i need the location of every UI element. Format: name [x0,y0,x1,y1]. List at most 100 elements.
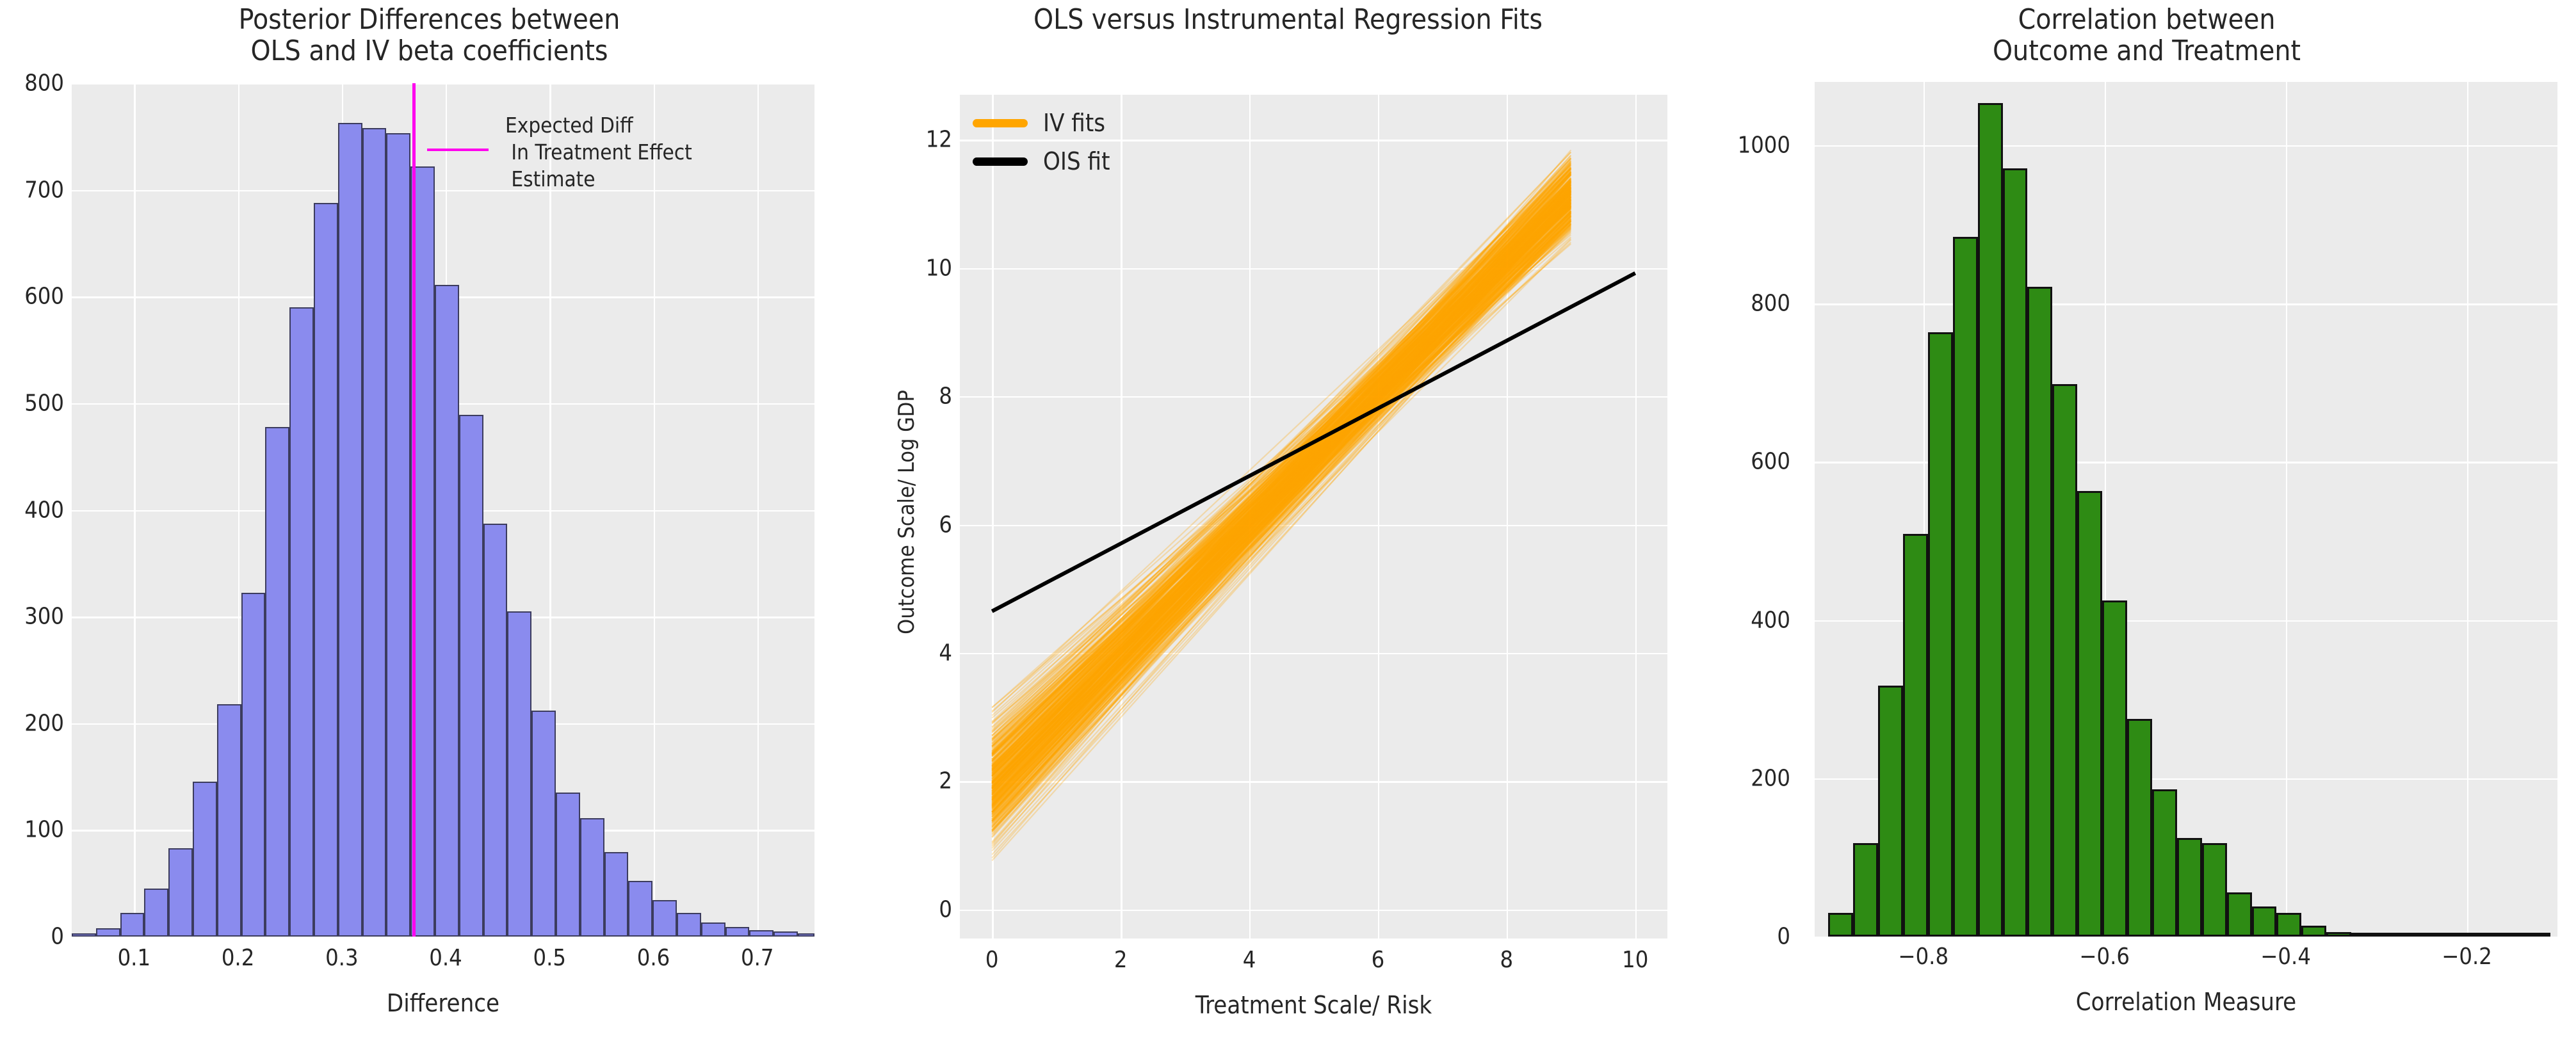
histogram-bar [483,524,508,937]
gridline-horizontal [960,396,1667,398]
gridline-vertical [1377,95,1380,938]
histogram-bar [1927,332,1953,937]
x-tick-label: −0.8 [1898,944,1949,970]
x-tick-label: 6 [1371,947,1385,973]
y-tick-label: 200 [24,710,64,737]
x-tick-label: 0.2 [221,945,255,971]
histogram-bar [337,122,362,937]
y-tick-label: 0 [51,923,64,950]
panel-1-title-line2: OLS and IV beta coefficients [250,35,608,68]
histogram-bar [2401,933,2426,937]
panel-2-x-tick-labels: 0 2 4 6 8 10 [960,947,1667,980]
panel-2-y-axis-label: Outcome Scale/ Log GDP [894,390,919,634]
y-tick-label: 400 [1751,607,1790,634]
panel-2-plot-area: IV fits OIS fit [960,95,1667,938]
histogram-bar [362,127,387,937]
regression-fit-lines [991,149,1637,862]
gridline-horizontal [1815,778,2557,780]
histogram-bar [265,426,290,937]
panel-2-title-line1: OLS versus Instrumental Regression Fits [1033,3,1543,36]
histogram-bar [652,900,677,937]
histogram-bar [458,415,483,937]
panel-ols-vs-iv-fits: OLS versus Instrumental Regression Fits … [859,0,1717,1039]
histogram-bar [72,933,96,937]
legend-key-expected-diff-line [427,149,489,151]
histogram-bar [2525,933,2551,937]
histogram-bar [314,202,338,937]
panel-2-x-axis-label: Treatment Scale/ Risk [1195,991,1432,1019]
histogram-bar [1878,686,1903,937]
histogram-bar [579,818,604,937]
y-tick-label: 300 [24,603,64,630]
histogram-bar [2500,933,2526,937]
gridline-horizontal [72,83,814,85]
panel-3-title-line1: Correlation between [2018,3,2276,36]
legend-label-iv-fits: IV fits [1043,109,1106,137]
histogram-bar [2052,384,2078,937]
gridline-vertical [1923,82,1925,937]
histogram-bar [289,307,314,937]
histogram-bar [531,710,556,937]
x-tick-label: 10 [1622,947,1649,973]
x-tick-label: 0.3 [325,945,359,971]
gridline-horizontal [960,652,1667,655]
histogram-bar [2450,933,2476,937]
histogram-bar [2027,287,2053,937]
gridline-vertical [2285,82,2287,937]
histogram-bar [749,930,774,937]
histogram-bar [725,927,750,937]
x-tick-label: 0.7 [741,945,774,971]
y-tick-label: 600 [24,283,64,310]
y-tick-label: 100 [24,816,64,843]
y-tick-label: 2 [939,768,952,794]
legend-entry: IV fits [973,104,1110,142]
panel-2-legend: IV fits OIS fit [973,104,1110,181]
histogram-bar [2326,931,2352,937]
y-tick-label: 200 [1751,765,1790,792]
gridline-horizontal [1815,303,2557,305]
panel-1-y-tick-labels: 0 100 200 300 400 500 600 700 800 [0,70,64,950]
histogram-bar [193,782,217,937]
x-tick-label: −0.2 [2442,944,2492,970]
histogram-bar [386,133,411,937]
panel-correlation: Correlation between Outcome and Treatmen… [1717,0,2576,1039]
x-tick-label: −0.4 [2260,944,2311,970]
x-tick-label: 0.1 [117,945,151,971]
gridline-horizontal [1815,620,2557,622]
panel-1-x-axis-label: Difference [386,989,500,1017]
y-tick-label: 600 [1751,448,1790,475]
histogram-bar [1828,912,1854,937]
histogram-bar [2251,906,2277,937]
histogram-bar [604,852,629,937]
gridline-vertical [1121,95,1122,938]
y-tick-label: 1000 [1737,132,1790,159]
y-tick-label: 800 [24,70,64,97]
gridline-vertical [992,95,994,938]
panel-3-y-tick-labels: 0 200 400 600 800 1000 [1726,82,1790,949]
histogram-bar [628,881,653,937]
histogram-bar [507,611,532,937]
gridline-horizontal [960,909,1667,912]
histogram-bar [144,889,169,937]
x-tick-label: 0.4 [429,945,462,971]
histogram-bar [2127,719,2152,937]
histogram-bar [2351,933,2377,937]
panel-3-title-line2: Outcome and Treatment [1993,35,2301,68]
histogram-bar [435,284,459,937]
histogram-bar [2475,933,2501,937]
histogram-bar [701,922,725,937]
gridline-horizontal [960,140,1667,141]
histogram-bar [1952,237,1978,937]
histogram-bar [1902,533,1928,937]
legend-key-iv-fits [973,118,1028,127]
y-tick-label: 800 [1751,290,1790,317]
histogram-bar [1977,103,2003,937]
y-tick-label: 4 [939,640,952,666]
y-tick-label: 400 [24,497,64,523]
panel-1-title-line1: Posterior Differences between [238,3,620,36]
panel-1-title: Posterior Differences between OLS and IV… [0,4,859,67]
histogram-bar [2201,843,2227,937]
gridline-vertical [1506,95,1509,938]
expected-difference-vline [412,83,416,937]
